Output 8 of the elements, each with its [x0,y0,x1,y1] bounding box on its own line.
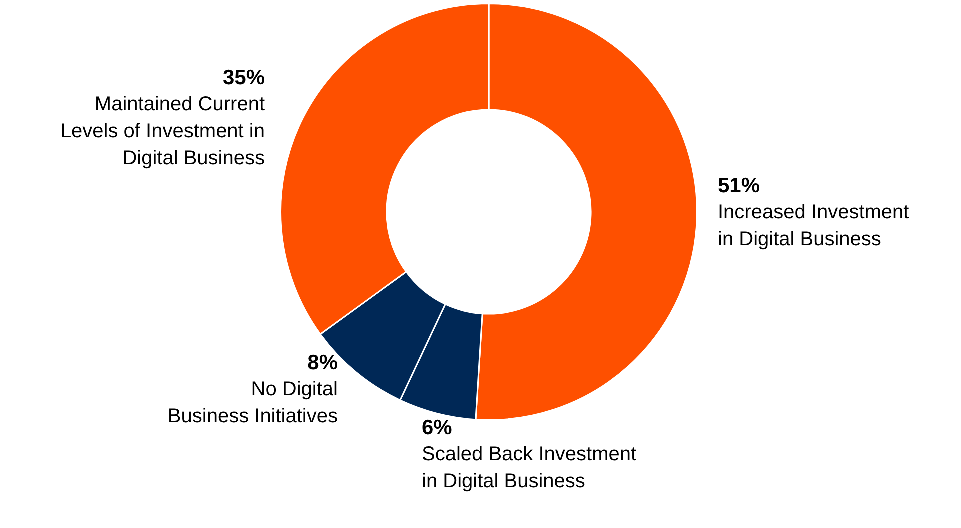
slice-label: Scaled Back Investment in Digital Business [422,444,637,493]
slice-label: Increased Investment in Digital Business [718,202,910,251]
slice-label: No Digital Business Initiatives [168,378,338,428]
data-label: 6% [422,416,453,440]
data-label: 51% [718,174,760,198]
data-label: 35% [222,66,266,90]
slice-label: Maintained Current Levels of Investment in Digital Business [60,94,266,170]
data-label: 8% [308,351,338,374]
